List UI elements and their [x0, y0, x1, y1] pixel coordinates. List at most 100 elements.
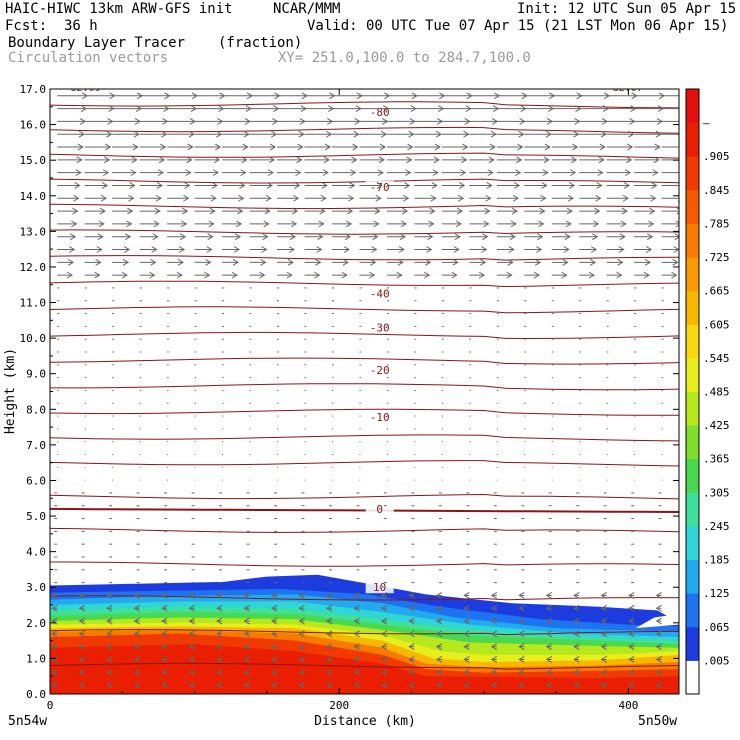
vector-arrowhead	[291, 207, 299, 215]
vector-arrowhead	[325, 643, 333, 651]
vector-arrowhead	[622, 194, 629, 202]
vector-arrowhead	[628, 643, 635, 651]
vector-arrowhead	[351, 156, 358, 164]
vector-arrowhead	[435, 591, 443, 599]
vector-arrowhead	[216, 643, 223, 651]
vector-arrowhead	[243, 604, 250, 612]
vector-arrowhead	[51, 668, 58, 676]
vector-arrowhead	[179, 233, 187, 241]
model-title: HAIC-HIWC 13km ARW-GFS init	[5, 1, 233, 17]
vector-arrowhead	[295, 169, 302, 177]
vector-arrowhead	[212, 169, 220, 177]
colorbar-swatch	[686, 257, 699, 292]
vector-arrowhead	[628, 630, 635, 638]
y-tick-label: 15.0	[20, 154, 47, 167]
contour-label: -80	[370, 106, 390, 119]
x-tick-label: 200	[329, 699, 349, 712]
fcst-value: 36 h	[64, 18, 98, 34]
vector-arrowhead	[188, 656, 195, 663]
vector-arrowhead	[483, 220, 490, 228]
contour-corner-label-right: -82.07	[607, 83, 643, 94]
vector-arrowhead	[566, 207, 573, 215]
vector-arrowhead	[74, 182, 81, 189]
vector-arrowhead	[457, 194, 465, 202]
vector-arrowhead	[628, 656, 635, 663]
vector-arrowhead	[260, 258, 267, 266]
vector-arrowhead	[674, 233, 679, 241]
vector-arrowhead	[454, 233, 461, 241]
vector-arrowhead	[316, 246, 323, 253]
vector-arrowhead	[680, 170, 685, 176]
vector-arrowhead	[380, 681, 388, 689]
vector-arrowhead	[133, 630, 140, 638]
vector-arrowhead	[589, 258, 597, 266]
vector-arrowhead	[154, 207, 161, 215]
colorbar-swatch	[686, 223, 699, 258]
vector-arrowhead	[545, 668, 553, 676]
vector-arrowhead	[161, 591, 168, 599]
vector-arrowhead	[182, 207, 189, 215]
vector-arrowhead	[347, 194, 355, 202]
vector-arrowhead	[542, 169, 549, 177]
vector-arrowhead	[188, 591, 195, 599]
vector-arrowhead	[408, 591, 415, 599]
colorbar-label: .785	[703, 217, 730, 230]
vector-arrowhead	[94, 271, 101, 279]
colorbar-label: –	[703, 117, 710, 130]
vector-arrowhead	[180, 220, 188, 228]
vector-arrowhead	[235, 220, 243, 228]
vector-arrowhead	[655, 617, 662, 625]
contour-label: -30	[370, 321, 390, 334]
vector-arrowhead	[353, 668, 360, 676]
colorbar-frame	[685, 88, 700, 695]
vector-arrowhead	[242, 143, 249, 151]
vector-arrowhead	[243, 630, 250, 638]
vector-arrowhead	[655, 130, 662, 138]
vector-arrowhead	[233, 246, 241, 253]
vector-arrowhead	[78, 681, 85, 689]
vector-arrowhead	[651, 182, 658, 189]
vector-arrowhead	[290, 220, 298, 228]
contour-label: -70	[370, 181, 390, 194]
colorbar-swatch	[686, 357, 699, 392]
vector-arrowhead	[488, 156, 495, 164]
vector-arrowhead	[545, 604, 553, 612]
vector-arrowhead	[298, 643, 305, 651]
vector-arrowhead	[573, 656, 580, 663]
temperature-contour-line	[50, 178, 679, 184]
vector-arrowhead	[315, 258, 322, 266]
vector-arrowhead	[592, 233, 599, 241]
vector-arrowhead	[573, 668, 580, 676]
vector-arrowhead	[456, 207, 464, 215]
vector-arrowhead	[263, 220, 270, 228]
vector-arrowhead	[353, 643, 360, 651]
vector-arrowhead	[396, 271, 403, 279]
vector-arrowhead	[133, 668, 140, 676]
vector-arrowhead	[231, 271, 238, 279]
vector-arrowhead	[463, 656, 470, 663]
vector-arrowhead	[353, 681, 360, 689]
vector-arrowhead	[325, 668, 333, 676]
vector-arrowhead	[78, 656, 85, 663]
temperature-contour-line	[50, 331, 679, 340]
vector-arrowhead	[133, 681, 140, 689]
vector-arrowhead	[78, 617, 85, 625]
colorbar-label: .485	[703, 386, 730, 399]
vector-arrowhead	[426, 246, 433, 253]
vector-arrowhead	[655, 630, 662, 638]
colorbar-label: .365	[703, 453, 730, 466]
vector-arrowhead	[397, 258, 404, 266]
vector-arrowhead	[271, 617, 278, 625]
vector-arrowhead	[541, 182, 548, 189]
vector-arrowhead	[432, 169, 439, 177]
vector-arrowhead	[122, 258, 130, 266]
temperature-contour-line	[50, 493, 679, 500]
vector-arrowhead	[298, 656, 305, 663]
vector-arrowhead	[600, 643, 607, 651]
vector-arrowhead	[431, 182, 438, 189]
vector-arrowhead	[655, 643, 662, 651]
vector-arrowhead	[545, 591, 553, 599]
vector-arrowhead	[463, 591, 470, 599]
vector-arrowhead	[405, 169, 412, 177]
vector-arrowhead	[209, 207, 216, 215]
